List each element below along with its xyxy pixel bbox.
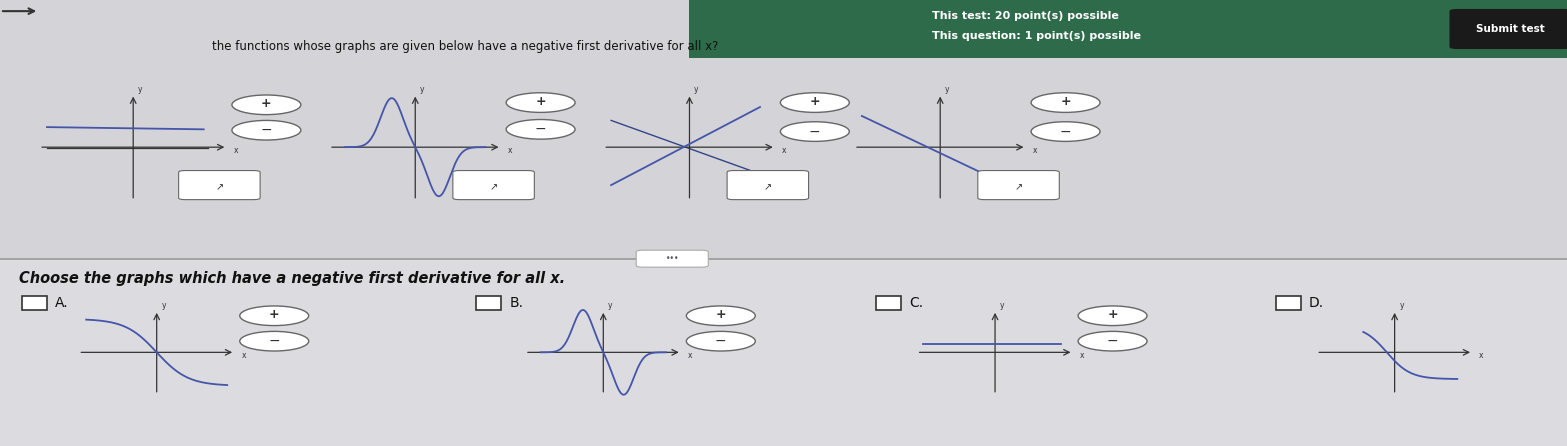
Text: y: y [694,85,699,94]
Circle shape [506,93,575,112]
Text: x: x [241,351,246,360]
Text: x: x [233,146,238,155]
Text: −: − [534,122,547,136]
FancyBboxPatch shape [476,296,501,310]
Text: x: x [1033,146,1037,155]
Text: D.: D. [1308,296,1324,310]
FancyBboxPatch shape [636,250,708,267]
Text: B.: B. [509,296,523,310]
Text: This test: 20 point(s) possible: This test: 20 point(s) possible [932,11,1119,21]
Circle shape [232,95,301,115]
Circle shape [240,306,309,326]
Circle shape [780,122,849,141]
FancyBboxPatch shape [453,170,534,200]
Text: y: y [1000,301,1004,310]
FancyBboxPatch shape [0,259,1567,446]
FancyBboxPatch shape [179,170,260,200]
Text: +: + [262,97,271,111]
Circle shape [1078,306,1147,326]
Circle shape [1078,331,1147,351]
Text: Submit test: Submit test [1476,24,1545,34]
Circle shape [780,93,849,112]
Text: y: y [1399,301,1404,310]
Text: ↗: ↗ [215,182,224,192]
Circle shape [232,120,301,140]
Text: ↗: ↗ [1014,182,1023,192]
Circle shape [686,331,755,351]
Text: the functions whose graphs are given below have a negative first derivative for : the functions whose graphs are given bel… [212,40,718,54]
Text: ↗: ↗ [763,182,773,192]
Text: C.: C. [909,296,923,310]
FancyBboxPatch shape [689,0,1567,58]
Text: This question: 1 point(s) possible: This question: 1 point(s) possible [932,31,1141,41]
FancyBboxPatch shape [978,170,1059,200]
Circle shape [686,306,755,326]
Text: x: x [1479,351,1484,360]
Text: x: x [1080,351,1084,360]
Circle shape [240,331,309,351]
Text: y: y [161,301,166,310]
Text: ↗: ↗ [489,182,498,192]
Text: +: + [810,95,820,108]
Text: y: y [138,85,143,94]
Text: Choose the graphs which have a negative first derivative for all x.: Choose the graphs which have a negative … [19,271,566,286]
Text: +: + [270,308,279,322]
Text: x: x [508,146,512,155]
Circle shape [1031,93,1100,112]
FancyBboxPatch shape [876,296,901,310]
Text: +: + [1108,308,1117,322]
FancyBboxPatch shape [22,296,47,310]
Text: −: − [715,334,727,348]
Text: −: − [268,334,280,348]
Text: y: y [420,85,425,94]
Text: −: − [809,124,821,139]
Text: •••: ••• [666,254,679,263]
Text: y: y [608,301,613,310]
Text: −: − [1106,334,1119,348]
FancyBboxPatch shape [0,0,1567,259]
Text: A.: A. [55,296,69,310]
FancyBboxPatch shape [727,170,809,200]
FancyBboxPatch shape [1449,9,1567,49]
Text: −: − [1059,124,1072,139]
Circle shape [506,120,575,139]
Text: +: + [716,308,726,322]
Text: −: − [260,123,273,137]
Text: +: + [1061,95,1070,108]
Circle shape [1031,122,1100,141]
Text: y: y [945,85,950,94]
Text: x: x [782,146,787,155]
FancyBboxPatch shape [1276,296,1301,310]
Text: x: x [688,351,693,360]
Text: +: + [536,95,545,108]
